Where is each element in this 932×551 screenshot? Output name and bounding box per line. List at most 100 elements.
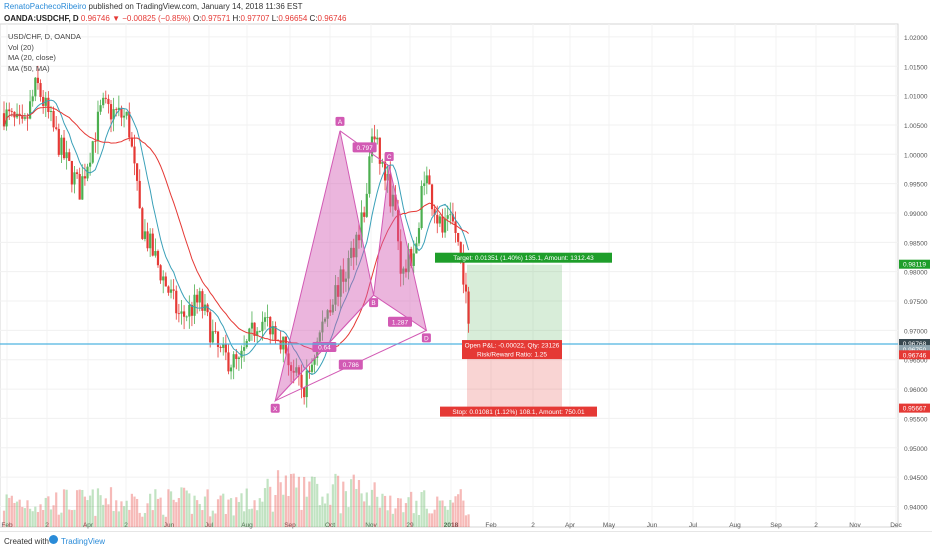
candle	[227, 352, 230, 372]
volume-bar	[360, 493, 363, 527]
volume-bar	[370, 489, 374, 527]
candle	[243, 347, 246, 351]
volume-bar	[399, 498, 402, 527]
pattern-bcd-triangle	[373, 165, 428, 332]
x-tick-label: Sep	[284, 522, 296, 529]
candle	[26, 117, 29, 119]
volume-bar	[209, 516, 212, 527]
legend-ma50[interactable]: MA (50, MA)	[8, 63, 50, 73]
volume-bar	[44, 497, 47, 527]
volume-bar	[167, 489, 170, 527]
ohlc-o-label: O:	[192, 14, 202, 23]
legend-symbol[interactable]: USD/CHF, D, OANDA	[8, 32, 81, 41]
volume-bar	[454, 496, 457, 527]
tradingview-brand[interactable]: TradingView	[61, 537, 106, 546]
target-zone	[467, 264, 562, 346]
volume-bar	[279, 482, 282, 527]
volume-bar	[55, 492, 58, 527]
ohlc-close: 0.96746	[317, 14, 347, 23]
legend-ma20[interactable]: MA (20, close)	[8, 53, 56, 62]
legend-volume[interactable]: Vol (20)	[8, 42, 34, 52]
volume-bar	[441, 500, 444, 527]
author-link[interactable]: RenatoPachecoRibeiro	[4, 2, 87, 11]
volume-bar	[81, 489, 84, 527]
volume-bar	[365, 492, 368, 527]
candle	[352, 247, 355, 258]
volume-bar	[2, 510, 6, 527]
volume-bar	[211, 510, 214, 527]
volume-bar	[196, 500, 199, 527]
volume-bar	[423, 490, 426, 527]
candle	[122, 115, 126, 118]
candle	[149, 233, 152, 249]
volume-bar	[404, 503, 408, 527]
x-tick-label: Nov	[849, 522, 861, 529]
volume-bar	[287, 495, 290, 527]
volume-bar	[175, 502, 178, 527]
stop-label: Stop: 0.01081 (1.12%) 108.1, Amount: 750…	[452, 409, 585, 416]
volume-bar	[73, 509, 76, 527]
volume-bar	[224, 513, 227, 527]
volume-bar	[94, 515, 97, 527]
volume-bar	[203, 496, 207, 527]
tradingview-logo-icon[interactable]	[49, 535, 58, 544]
volume-bar	[5, 494, 8, 527]
y-tick-label: 1.00500	[904, 123, 928, 130]
volume-bar	[313, 476, 316, 527]
candle	[248, 328, 251, 342]
x-tick-label: Sep	[770, 522, 782, 529]
rr-label: Risk/Reward Ratio: 1.25	[477, 352, 547, 359]
ma20-line	[3, 99, 470, 375]
candle	[451, 214, 455, 222]
volume-bar	[141, 516, 144, 527]
ohlc-c-label: C:	[309, 14, 318, 23]
volume-bar	[18, 499, 21, 527]
ma50-line	[3, 106, 469, 352]
axis-price-tag	[899, 259, 930, 269]
harmonic-pattern: X A B C D 0.797 0.64 0.786 1.287	[270, 116, 431, 413]
volume-bar	[263, 488, 267, 527]
candle	[357, 234, 361, 241]
volume-bar	[459, 489, 462, 527]
volume-bar	[300, 509, 303, 527]
candle	[467, 291, 470, 324]
candle	[99, 105, 102, 112]
volume-bar	[248, 509, 251, 527]
candle	[271, 326, 274, 335]
axis-price-tag	[899, 403, 930, 413]
candle	[391, 194, 394, 207]
volume-bar	[430, 513, 434, 527]
volume-bar	[258, 498, 261, 527]
volume-bar	[352, 474, 355, 527]
candle	[188, 304, 191, 317]
candle	[250, 322, 254, 329]
x-tick-label: 2	[45, 522, 49, 529]
candle	[287, 353, 290, 366]
candle	[185, 316, 188, 318]
volume-bar	[229, 498, 233, 527]
volume-bar	[57, 514, 60, 527]
volume-bar	[133, 496, 136, 527]
volume-bar	[112, 511, 115, 527]
candle	[399, 241, 402, 274]
volume-bar	[128, 509, 131, 527]
candle	[266, 316, 269, 318]
grid	[0, 24, 898, 527]
volume-bar	[243, 511, 246, 527]
candle	[290, 365, 293, 371]
y-tick-label: 1.01500	[904, 64, 928, 71]
candle	[303, 387, 306, 398]
candle	[355, 234, 358, 258]
candle	[130, 137, 133, 147]
symbol-name: OANDA:USDCHF, D	[4, 14, 79, 23]
x-tick-label: Jul	[689, 522, 698, 529]
publish-line: RenatoPachecoRibeiro published on Tradin…	[4, 2, 303, 11]
volume-bar	[206, 489, 209, 527]
price-chart[interactable]: 1.02000 1.01500 1.01000 1.00500 1.00000 0.995…	[0, 0, 932, 532]
candle	[49, 110, 53, 113]
candle	[329, 310, 332, 313]
volume-bar	[104, 498, 107, 527]
volume-bar	[62, 489, 66, 527]
candle	[138, 180, 141, 209]
volume-bar	[282, 494, 285, 527]
